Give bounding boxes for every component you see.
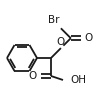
- Text: OH: OH: [70, 75, 86, 85]
- Text: Br: Br: [48, 15, 60, 25]
- Text: O: O: [85, 33, 93, 43]
- Text: O: O: [29, 71, 37, 81]
- Text: O: O: [57, 37, 65, 47]
